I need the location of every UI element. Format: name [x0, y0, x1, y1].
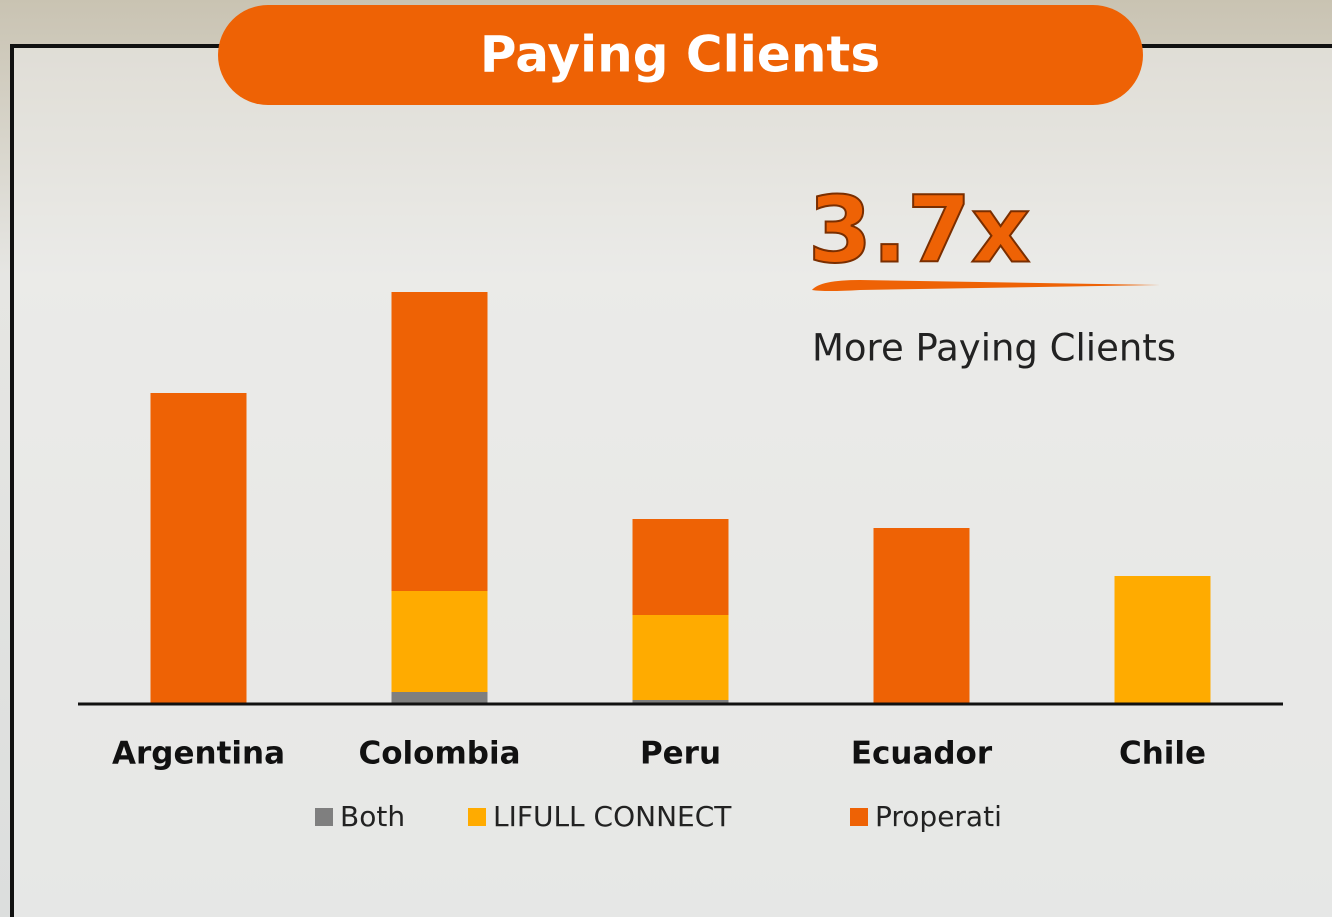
bar-segment: [632, 700, 729, 703]
bar-segment: [391, 692, 488, 703]
legend-label: Both: [340, 800, 405, 833]
chart-title: Paying Clients: [480, 26, 880, 84]
title-pill: [218, 5, 1143, 105]
annotation-value: 3.7x: [808, 176, 1030, 283]
legend-swatch: [850, 808, 868, 826]
x-tick-label: Chile: [1119, 736, 1206, 772]
x-tick-label: Argentina: [112, 736, 285, 772]
legend-swatch: [315, 808, 333, 826]
bar-segment: [391, 292, 488, 591]
bar-segment: [391, 591, 488, 692]
bar-segment: [873, 528, 970, 703]
annotation-text: More Paying Clients: [812, 327, 1176, 370]
bar-segment: [1114, 576, 1211, 703]
x-tick-label: Ecuador: [851, 736, 993, 772]
bar-segment: [632, 615, 729, 700]
legend-label: Properati: [875, 800, 1002, 833]
bar-segment: [632, 519, 729, 615]
legend-swatch: [468, 808, 486, 826]
bar-segment: [150, 393, 247, 703]
plot: [150, 292, 1211, 703]
x-tick-label: Peru: [640, 736, 721, 772]
underline: [812, 280, 1160, 291]
x-tick-label: Colombia: [358, 736, 520, 772]
legend-label: LIFULL CONNECT: [493, 800, 732, 833]
